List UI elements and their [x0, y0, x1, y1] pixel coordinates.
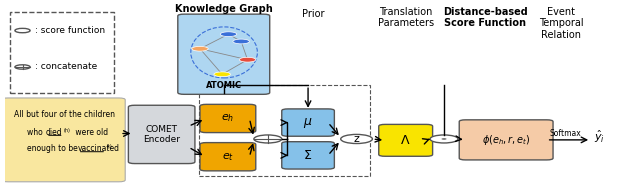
FancyBboxPatch shape	[460, 120, 553, 160]
Circle shape	[233, 39, 250, 44]
Circle shape	[15, 65, 30, 69]
Circle shape	[192, 46, 208, 51]
Text: ATOMIC: ATOMIC	[205, 81, 242, 90]
Text: z: z	[354, 134, 360, 144]
FancyBboxPatch shape	[282, 109, 334, 136]
Text: Translation
Parameters: Translation Parameters	[378, 7, 434, 28]
Circle shape	[220, 32, 237, 37]
Text: Softmax: Softmax	[550, 129, 582, 138]
Text: Distance-based
Score Function: Distance-based Score Function	[443, 7, 527, 28]
Text: Knowledge Graph: Knowledge Graph	[175, 4, 273, 14]
FancyBboxPatch shape	[1, 98, 125, 182]
FancyBboxPatch shape	[379, 124, 433, 156]
Circle shape	[15, 28, 30, 33]
Text: vaccinated: vaccinated	[77, 144, 120, 154]
Text: who: who	[27, 128, 45, 137]
Text: Event
Temporal
Relation: Event Temporal Relation	[539, 7, 584, 40]
FancyBboxPatch shape	[129, 105, 195, 164]
Circle shape	[442, 138, 447, 140]
FancyBboxPatch shape	[200, 143, 256, 171]
Circle shape	[340, 134, 372, 144]
Text: $\hat{y}_i$: $\hat{y}_i$	[595, 129, 605, 145]
Text: were old: were old	[73, 128, 108, 137]
Text: $\phi(e_h, r, e_t)$: $\phi(e_h, r, e_t)$	[482, 133, 531, 147]
Text: $\Lambda$: $\Lambda$	[401, 134, 411, 147]
Circle shape	[254, 135, 282, 143]
Text: $e_h$: $e_h$	[221, 112, 234, 124]
Text: died: died	[46, 128, 63, 137]
Text: All but four of the children: All but four of the children	[15, 110, 115, 119]
FancyBboxPatch shape	[10, 12, 115, 92]
Text: $e_t$: $e_t$	[222, 151, 234, 163]
Circle shape	[214, 72, 230, 77]
Text: (t): (t)	[106, 144, 112, 149]
Text: $\Sigma$: $\Sigma$	[303, 149, 312, 162]
FancyBboxPatch shape	[282, 142, 334, 169]
Text: COMET
Encoder: COMET Encoder	[143, 125, 180, 144]
Text: enough to be: enough to be	[27, 144, 80, 154]
Text: : concatenate: : concatenate	[35, 63, 97, 71]
Circle shape	[239, 57, 256, 62]
Circle shape	[430, 135, 458, 143]
FancyBboxPatch shape	[178, 14, 269, 94]
Text: (h): (h)	[64, 128, 70, 133]
Text: Prior: Prior	[302, 9, 324, 19]
Text: : score function: : score function	[35, 26, 106, 35]
Text: $\mu$: $\mu$	[303, 116, 313, 130]
FancyBboxPatch shape	[200, 104, 256, 133]
